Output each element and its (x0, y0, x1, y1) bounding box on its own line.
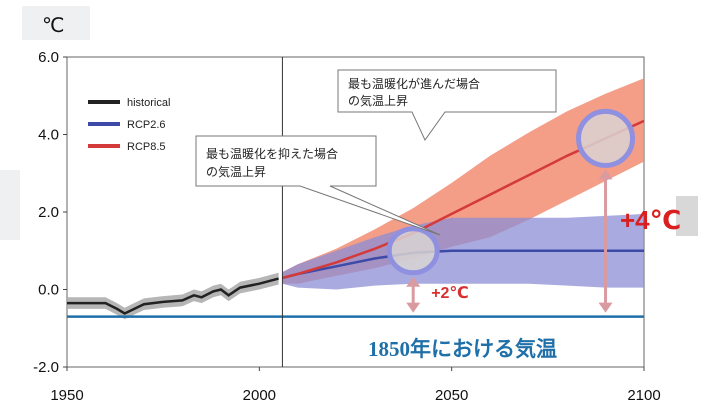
callout-high-line2: の気温上昇 (348, 93, 408, 108)
warming-arrow-head-down (406, 302, 421, 313)
x-tick-label: 2000 (243, 387, 276, 404)
callout-low-line1: 最も温暖化を抑えた場合 (206, 146, 338, 161)
unit-label-background (22, 6, 90, 40)
rise-label-high-bg (676, 196, 698, 236)
y-tick-label: -2.0 (33, 359, 59, 376)
legend-label-rcp26: RCP2.6 (127, 119, 166, 131)
y-unit-label: ℃ (42, 15, 64, 37)
baseline-label: 1850年における気温 (368, 337, 557, 361)
warming-arrow-head-up (406, 276, 421, 287)
warming-marker-circle (386, 226, 440, 276)
y-tick-label: 0.0 (38, 282, 59, 299)
x-tick-label: 2100 (627, 387, 660, 404)
x-tick-label: 1950 (50, 387, 83, 404)
line-historical (67, 277, 279, 315)
side-decoration (0, 170, 20, 240)
band-rcp85 (282, 78, 644, 284)
legend-label-rcp85: RCP8.5 (127, 141, 166, 153)
y-tick-label: 6.0 (38, 49, 59, 66)
warming-arrow-head-up (598, 169, 613, 180)
y-tick-label: 4.0 (38, 127, 59, 144)
callout-high-line1: 最も温暖化が進んだ場合 (348, 76, 480, 91)
legend: historical RCP2.6 RCP8.5 (88, 97, 170, 153)
rise-label-low: +2℃ (431, 285, 469, 302)
axis-ticks: 1950 2000 2050 2100 6.0 4.0 2.0 0.0 -2.0 (33, 49, 661, 404)
callout-low-line2: の気温上昇 (206, 164, 266, 179)
warming-markers: +2℃ +4℃ (386, 108, 698, 313)
warming-arrow-head-down (598, 302, 613, 313)
y-tick-label: 2.0 (38, 204, 59, 221)
legend-label-historical: historical (127, 97, 170, 109)
line-rcp26 (282, 249, 644, 280)
x-tick-label: 2050 (435, 387, 468, 404)
rise-label-high: +4℃ (620, 205, 681, 235)
band-historical (67, 272, 279, 320)
warming-marker-circle (576, 108, 636, 168)
callout-high-warming: 最も温暖化が進んだ場合 の気温上昇 (337, 69, 557, 141)
callout-low-warming: 最も温暖化を抑えた場合 の気温上昇 (195, 135, 441, 236)
